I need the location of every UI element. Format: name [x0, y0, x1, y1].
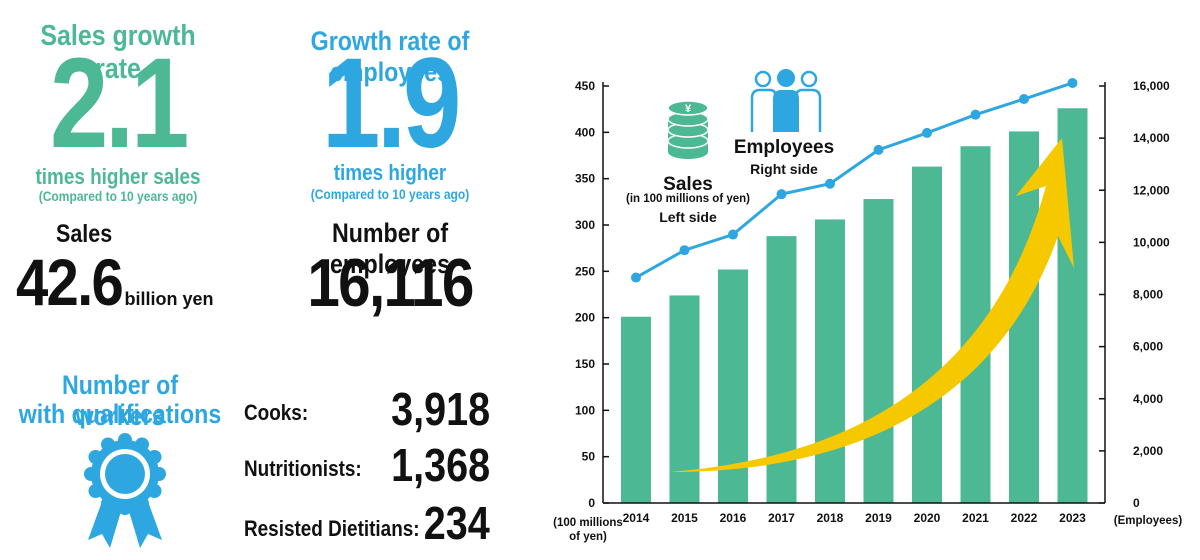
right-tick-label: 0 [1133, 496, 1140, 510]
sales-label: Sales [56, 220, 113, 248]
sales-amount: 42.6 billion yen [16, 244, 213, 320]
employee-growth-value: 1.9 [321, 32, 461, 175]
sales-growth-caption: times higher sales [35, 164, 201, 189]
right-tick-label: 6,000 [1133, 340, 1163, 354]
x-tick-label: 2014 [623, 511, 650, 525]
legend-sales-title: Sales [663, 174, 713, 195]
sales-value: 42.6 [16, 245, 124, 319]
left-tick-label: 0 [588, 496, 595, 510]
employees-point [630, 272, 641, 283]
x-tick-label: 2021 [962, 511, 989, 525]
coin-stack-yen-icon: ¥ [667, 100, 709, 159]
left-tick-label: 200 [575, 311, 595, 325]
employees-point [679, 245, 690, 256]
employees-point [824, 178, 835, 189]
sales-bar [620, 316, 651, 503]
sales-growth-note: (Compared to 10 years ago) [38, 188, 198, 204]
right-tick-label: 12,000 [1133, 183, 1170, 197]
x-tick-label: 2015 [671, 511, 698, 525]
employees-point [1019, 94, 1030, 105]
right-tick-label: 14,000 [1133, 131, 1170, 145]
qualifications-title-line1: Number of workers [61, 370, 179, 431]
qualifications-title-line2: with qualifications [18, 399, 222, 429]
award-ribbon-icon [84, 433, 166, 548]
left-tick-label: 300 [575, 218, 595, 232]
left-tick-label: 100 [575, 403, 595, 417]
x-tick-label: 2019 [865, 511, 892, 525]
employees-label: Number of employees [329, 218, 451, 279]
sales-bar [669, 295, 700, 503]
qualification-label: Cooks: [244, 400, 309, 425]
right-tick-label: 2,000 [1133, 444, 1163, 458]
qualification-row-dietitians: Resisted Dietitians: 234 [244, 496, 490, 549]
sales-bar [911, 166, 942, 503]
x-tick-label: 2018 [817, 511, 844, 525]
qualification-value: 1,368 [390, 439, 490, 491]
x-tick-label: 2016 [720, 511, 747, 525]
employee-growth-title: Growth rate of employees [310, 26, 470, 87]
legend-employees-title: Employees [734, 137, 834, 158]
left-axis-unit-line1: (100 millions [553, 517, 623, 529]
right-tick-label: 8,000 [1133, 288, 1163, 302]
employees-point [727, 229, 738, 240]
right-axis-unit: (Employees) [1114, 515, 1183, 527]
left-tick-label: 450 [575, 79, 595, 93]
employees-value: 16,116 [307, 245, 474, 321]
right-tick-label: 4,000 [1133, 392, 1163, 406]
x-tick-label: 2023 [1059, 511, 1086, 525]
left-tick-label: 400 [575, 125, 595, 139]
x-tick-label: 2017 [768, 511, 795, 525]
qualification-label: Resisted Dietitians: [244, 516, 420, 541]
people-icon [750, 69, 822, 132]
right-tick-label: 16,000 [1133, 79, 1170, 93]
qualification-row-cooks: Cooks: 3,918 [244, 382, 490, 435]
employees-line [635, 81, 1073, 279]
employees-point [921, 127, 932, 138]
qualification-row-nutritionists: Nutritionists: 1,368 [244, 438, 490, 491]
sales-unit: billion yen [124, 289, 214, 309]
employee-growth-caption: times higher [333, 160, 447, 185]
employees-point [873, 144, 884, 155]
sales-bar [814, 219, 845, 503]
qualification-value: 234 [423, 497, 490, 549]
right-tick-label: 10,000 [1133, 235, 1170, 249]
left-tick-label: 50 [582, 450, 596, 464]
employees-point [970, 109, 981, 120]
x-tick-label: 2020 [914, 511, 941, 525]
sales-growth-title: Sales growth rate [40, 20, 196, 85]
left-axis-unit-line2: of yen) [569, 531, 607, 543]
employees-point [1067, 77, 1078, 88]
legend-sales-unit: (in 100 millions of yen) [626, 193, 750, 205]
sales-bar [863, 199, 894, 503]
left-tick-label: 250 [575, 264, 595, 278]
left-tick-label: 350 [575, 172, 595, 186]
svg-text:¥: ¥ [685, 103, 692, 115]
legend-employees-side: Right side [750, 161, 818, 177]
legend-sales-side: Left side [659, 209, 717, 225]
left-tick-label: 150 [575, 357, 595, 371]
qualification-label: Nutritionists: [244, 456, 362, 481]
x-tick-label: 2022 [1011, 511, 1038, 525]
qualification-value: 3,918 [390, 383, 490, 435]
employees-point [776, 189, 787, 200]
employee-growth-note: (Compared to 10 years ago) [310, 186, 470, 202]
sales-growth-value: 2.1 [49, 32, 189, 175]
